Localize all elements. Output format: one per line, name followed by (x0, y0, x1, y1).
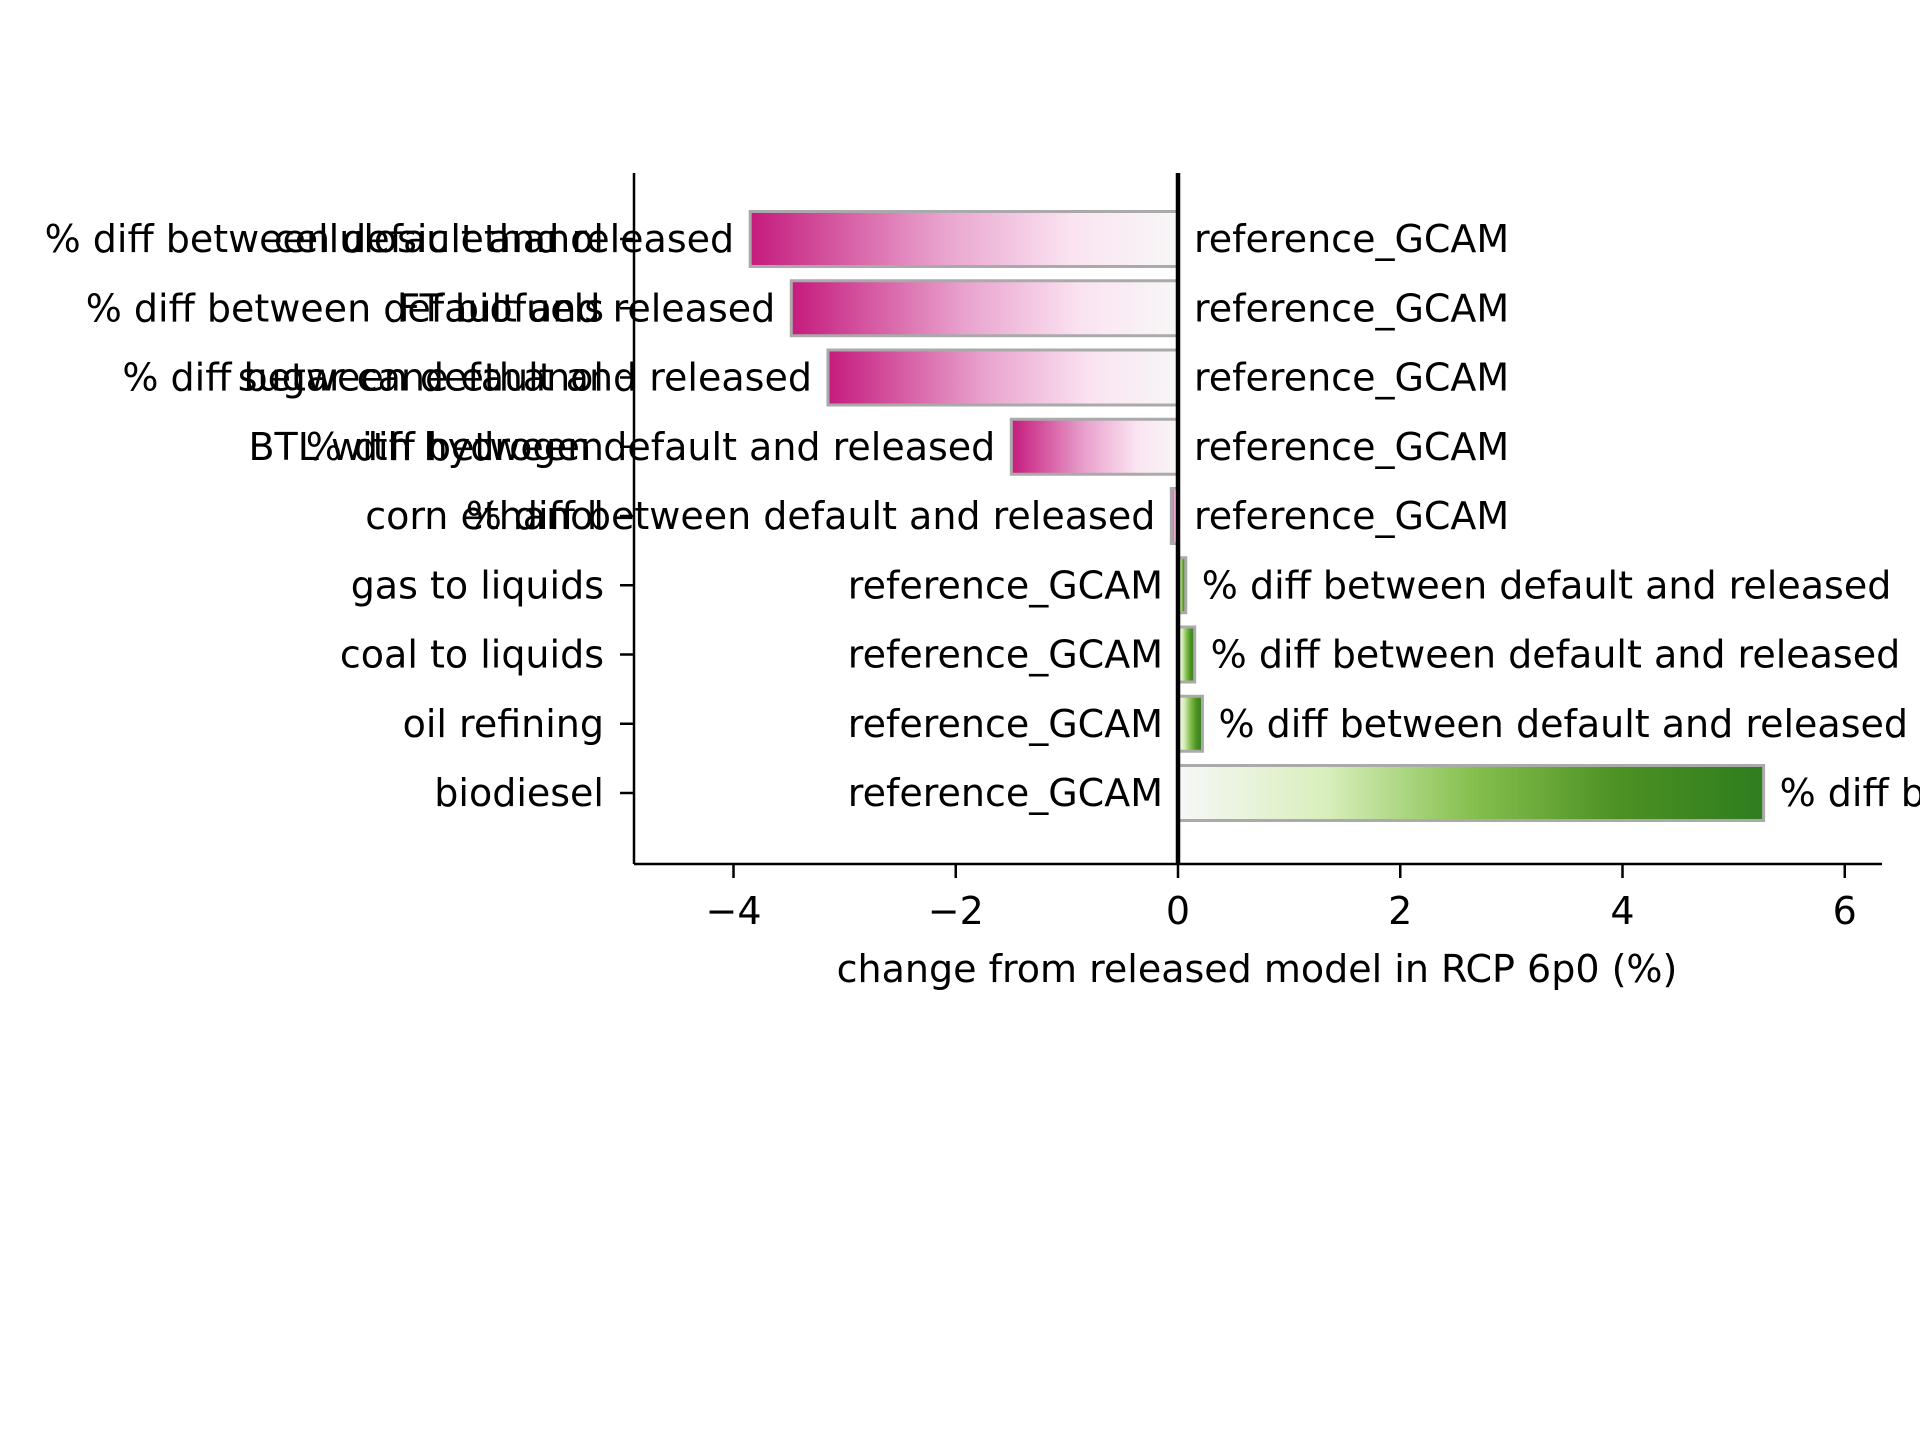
bar-value-label: % diff between default and released (466, 494, 1156, 538)
bar-reference-label: reference_GCAM (848, 633, 1163, 677)
x-tick-label: −2 (928, 889, 984, 933)
axes-layer (632, 173, 1882, 866)
bar (826, 348, 1180, 407)
y-tick-label: cellulosic ethanol (274, 217, 604, 261)
bar (748, 210, 1180, 268)
y-tick-label: corn ethanol (365, 494, 604, 538)
bar (1009, 417, 1180, 476)
bar-value-label: % diff between default and released (1202, 563, 1892, 607)
bar-value-label: % diff between default and released (122, 356, 812, 400)
bar-value-label: % diff between default and released (306, 425, 996, 469)
x-axis-label: change from released model in RCP 6p0 (%… (837, 947, 1678, 991)
bar-reference-label: reference_GCAM (848, 563, 1163, 607)
bars-layer (748, 210, 1766, 822)
x-tick-label: 0 (1166, 889, 1190, 933)
bar (789, 279, 1180, 338)
bar-labels-layer: % diff between default and released refer… (45, 217, 1920, 815)
bar-value-label: % diff between default and released (1218, 702, 1908, 746)
y-tick-label: oil refining (403, 702, 604, 746)
x-tick-label: 6 (1833, 889, 1857, 933)
bar (1176, 625, 1197, 684)
y-tick-label: FT biofuels (398, 286, 604, 330)
x-tick-label: 4 (1610, 889, 1634, 933)
x-tick-label: 2 (1388, 889, 1412, 933)
bar-reference-label: reference_GCAM (1194, 286, 1509, 330)
bar-reference-label: reference_GCAM (1194, 425, 1509, 469)
bar-value-label: % diff between default and released (1211, 633, 1901, 677)
bar-reference-label: reference_GCAM (1194, 356, 1509, 400)
bar-reference-label: reference_GCAM (848, 771, 1163, 815)
y-tick-label: gas to liquids (351, 563, 604, 607)
x-tick-label: −4 (705, 889, 761, 933)
y-tick-label: coal to liquids (340, 633, 604, 677)
bar-reference-label: reference_GCAM (1194, 494, 1509, 538)
y-tick-label: biodiesel (434, 771, 604, 815)
y-tick-label: BTL with hydrogen (248, 425, 604, 469)
bar-reference-label: reference_GCAM (1194, 217, 1509, 261)
bar-value-label: % diff between default and released (45, 217, 735, 261)
ticks-layer: −4 −2 0 2 4 6 (620, 173, 1857, 933)
bar-reference-label: reference_GCAM (848, 702, 1163, 746)
bar-value-label: % diff between default and released (1780, 771, 1920, 815)
bar-value-label: % diff between default and released (86, 286, 776, 330)
bar (1176, 694, 1204, 753)
y-tick-label: sugar cane ethanol (238, 356, 604, 400)
bar (1176, 764, 1766, 822)
